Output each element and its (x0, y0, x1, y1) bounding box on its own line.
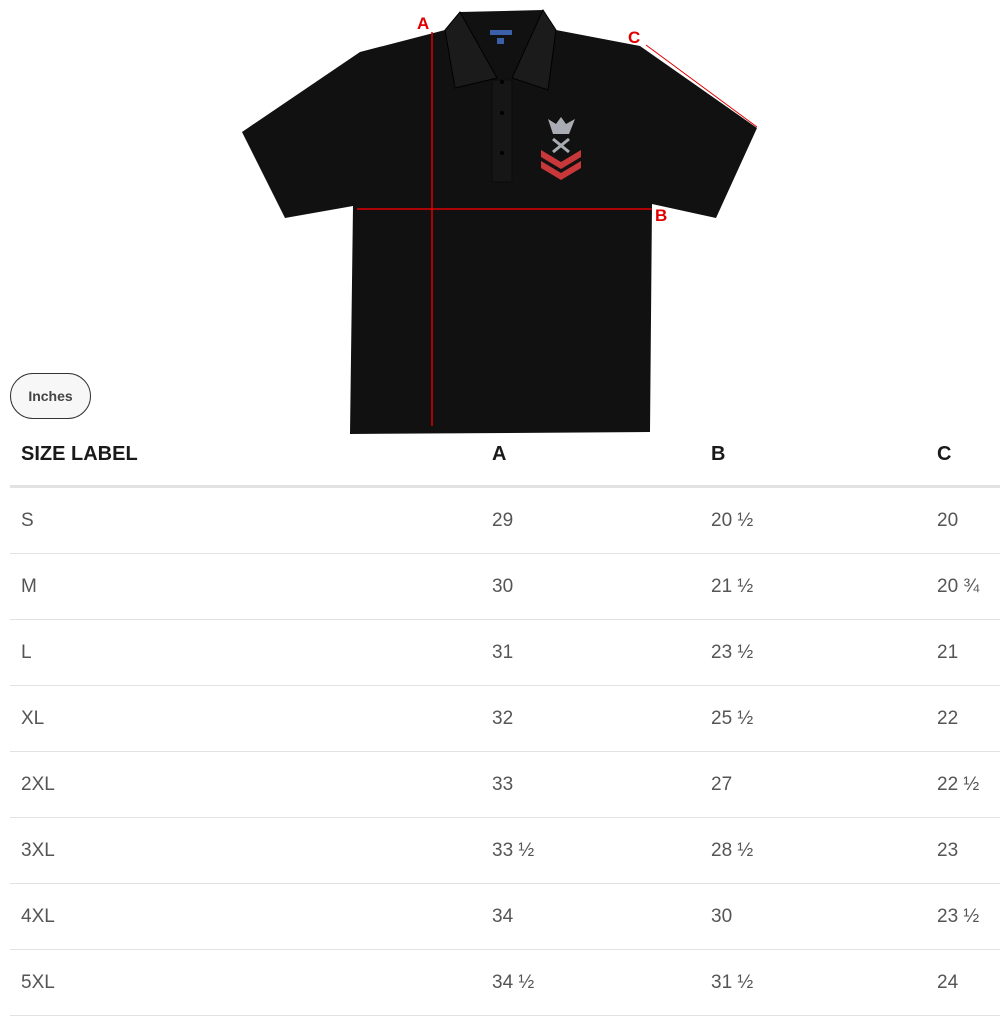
cell-c: 22 (937, 708, 959, 729)
cell-size: L (21, 642, 32, 663)
cell-c: 24 (937, 972, 959, 993)
cell-c: 23 ½ (937, 906, 980, 927)
table-row: 4XL 34 30 23 ½ (10, 884, 1000, 950)
cell-b: 20 ½ (711, 510, 754, 531)
header-a: A (492, 443, 507, 465)
cell-b: 23 ½ (711, 642, 754, 663)
cell-c: 20 ¾ (937, 576, 980, 597)
cell-b: 27 (711, 774, 733, 795)
cell-size: M (21, 576, 37, 597)
cell-b: 25 ½ (711, 708, 754, 729)
measure-label-b: B (655, 206, 667, 225)
polo-shirt-diagram: A B C (242, 8, 758, 434)
cell-a: 31 (492, 642, 514, 663)
cell-size: 5XL (21, 972, 55, 993)
cell-c: 20 (937, 510, 959, 531)
table-header-row: SIZE LABEL A B C (10, 432, 1000, 488)
rating-badge-emblem (541, 117, 581, 180)
measure-label-a: A (417, 14, 429, 33)
cell-b: 28 ½ (711, 840, 754, 861)
cell-a: 34 (492, 906, 514, 927)
measure-line-c (645, 44, 758, 128)
polo-shirt-image (242, 8, 757, 434)
unit-toggle-inches[interactable]: Inches (10, 373, 91, 419)
cell-size: 3XL (21, 840, 55, 861)
cell-b: 21 ½ (711, 576, 754, 597)
cell-c: 22 ½ (937, 774, 980, 795)
table-row: S 29 20 ½ 20 (10, 488, 1000, 554)
cell-size: XL (21, 708, 45, 729)
table-row: L 31 23 ½ 21 (10, 620, 1000, 686)
table-row: 2XL 33 27 22 ½ (10, 752, 1000, 818)
cell-a: 34 ½ (492, 972, 535, 993)
cell-size: S (21, 510, 34, 531)
cell-a: 33 (492, 774, 514, 795)
table-row: 3XL 33 ½ 28 ½ 23 (10, 818, 1000, 884)
cell-size: 2XL (21, 774, 55, 795)
cell-c: 23 (937, 840, 959, 861)
cell-c: 21 (937, 642, 959, 663)
cell-size: 4XL (21, 906, 55, 927)
cell-a: 33 ½ (492, 840, 535, 861)
cell-a: 32 (492, 708, 514, 729)
table-row: XL 32 25 ½ 22 (10, 686, 1000, 752)
size-table: SIZE LABEL A B C S 29 20 ½ 20 M 30 21 ½ 20 ¾ L 31… (10, 432, 1000, 1016)
cell-a: 30 (492, 576, 514, 597)
header-c: C (937, 443, 952, 465)
table-row: 5XL 34 ½ 31 ½ 24 (10, 950, 1000, 1016)
cell-a: 29 (492, 510, 514, 531)
cell-b: 30 (711, 906, 733, 927)
table-row: M 30 21 ½ 20 ¾ (10, 554, 1000, 620)
header-b: B (711, 443, 726, 465)
header-size-label: SIZE LABEL (21, 443, 138, 465)
measure-label-c: C (628, 28, 640, 47)
cell-b: 31 ½ (711, 972, 754, 993)
